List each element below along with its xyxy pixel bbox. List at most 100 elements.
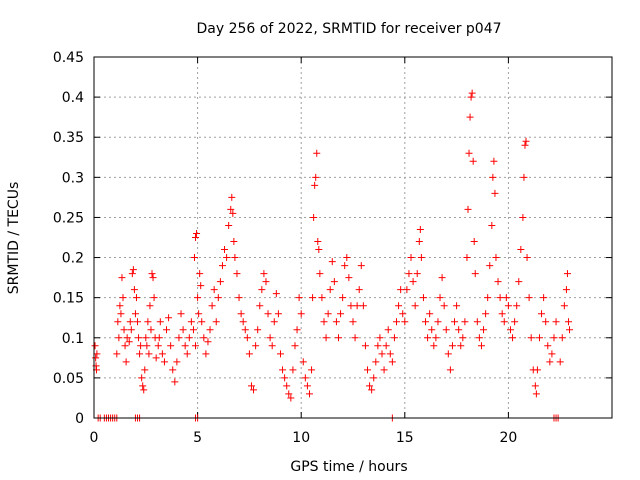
data-point — [315, 246, 323, 254]
data-point — [566, 326, 574, 334]
y-tick-label: 0.25 — [53, 210, 84, 226]
data-point — [274, 310, 282, 318]
data-point — [457, 342, 465, 350]
data-point — [247, 382, 255, 390]
data-point — [92, 354, 100, 362]
data-point — [237, 310, 245, 318]
data-point — [152, 354, 160, 362]
data-point — [256, 302, 264, 310]
data-point — [149, 274, 157, 282]
data-point — [285, 390, 293, 398]
data-point — [351, 334, 359, 342]
data-point — [490, 157, 498, 165]
data-point — [552, 318, 560, 326]
data-point — [334, 334, 342, 342]
data-point — [372, 358, 380, 366]
data-point — [293, 326, 301, 334]
data-point — [492, 254, 500, 262]
data-point — [440, 302, 448, 310]
data-point — [513, 302, 521, 310]
data-point — [229, 209, 237, 217]
data-point — [241, 326, 249, 334]
data-point — [132, 294, 140, 302]
y-tick-label: 0.05 — [53, 371, 84, 387]
data-point — [266, 334, 274, 342]
data-point — [326, 286, 334, 294]
data-point — [254, 326, 262, 334]
data-point — [218, 262, 226, 270]
data-point — [127, 326, 135, 334]
data-point — [202, 350, 210, 358]
data-point — [187, 318, 195, 326]
data-point — [522, 137, 530, 145]
data-point — [455, 326, 463, 334]
data-point — [409, 278, 417, 286]
data-point — [359, 302, 367, 310]
data-point — [311, 181, 319, 189]
data-point — [390, 334, 398, 342]
y-tick-label: 0.1 — [62, 331, 84, 347]
data-point — [181, 342, 189, 350]
data-point — [210, 286, 218, 294]
data-point — [139, 382, 147, 390]
data-point — [494, 278, 502, 286]
data-point — [167, 342, 175, 350]
data-point — [403, 286, 411, 294]
data-point — [422, 318, 430, 326]
data-point — [560, 302, 568, 310]
data-point — [368, 386, 376, 394]
data-point — [405, 270, 413, 278]
x-tick-label: 0 — [90, 430, 99, 446]
data-point — [500, 318, 508, 326]
data-point — [482, 310, 490, 318]
data-point — [147, 326, 155, 334]
data-point — [198, 318, 206, 326]
data-point — [93, 350, 101, 358]
data-point — [380, 366, 388, 374]
data-point — [301, 374, 309, 382]
y-tick-label: 0.4 — [62, 90, 84, 106]
data-point — [341, 262, 349, 270]
plot-frame — [93, 56, 613, 419]
data-point — [305, 390, 313, 398]
data-point — [171, 378, 179, 386]
data-point — [144, 318, 152, 326]
data-point — [468, 89, 476, 97]
data-point — [448, 342, 456, 350]
y-tick-label: 0.35 — [53, 130, 84, 146]
data-point — [322, 334, 330, 342]
data-point — [471, 270, 479, 278]
data-point — [196, 270, 204, 278]
data-point — [221, 246, 229, 254]
data-point — [442, 326, 450, 334]
data-point — [361, 342, 369, 350]
data-point — [120, 326, 128, 334]
data-point — [145, 350, 153, 358]
y-tick-label: 0.2 — [62, 251, 84, 267]
data-point — [475, 334, 483, 342]
data-point — [113, 350, 121, 358]
data-point — [364, 366, 372, 374]
data-point — [118, 274, 126, 282]
data-point — [562, 286, 570, 294]
y-tick-label: 0.3 — [62, 170, 84, 186]
data-point — [519, 213, 527, 221]
data-point — [355, 286, 363, 294]
data-point — [262, 278, 270, 286]
data-point — [378, 350, 386, 358]
data-point — [399, 310, 407, 318]
data-point — [121, 342, 129, 350]
data-point — [347, 302, 355, 310]
data-point — [504, 302, 512, 310]
data-point — [91, 342, 99, 350]
data-point — [245, 350, 253, 358]
data-point — [488, 221, 496, 229]
data-point — [556, 358, 564, 366]
data-point — [179, 326, 187, 334]
data-point — [339, 294, 347, 302]
data-point — [119, 294, 127, 302]
data-point — [143, 342, 151, 350]
data-point — [349, 318, 357, 326]
data-point — [395, 302, 403, 310]
